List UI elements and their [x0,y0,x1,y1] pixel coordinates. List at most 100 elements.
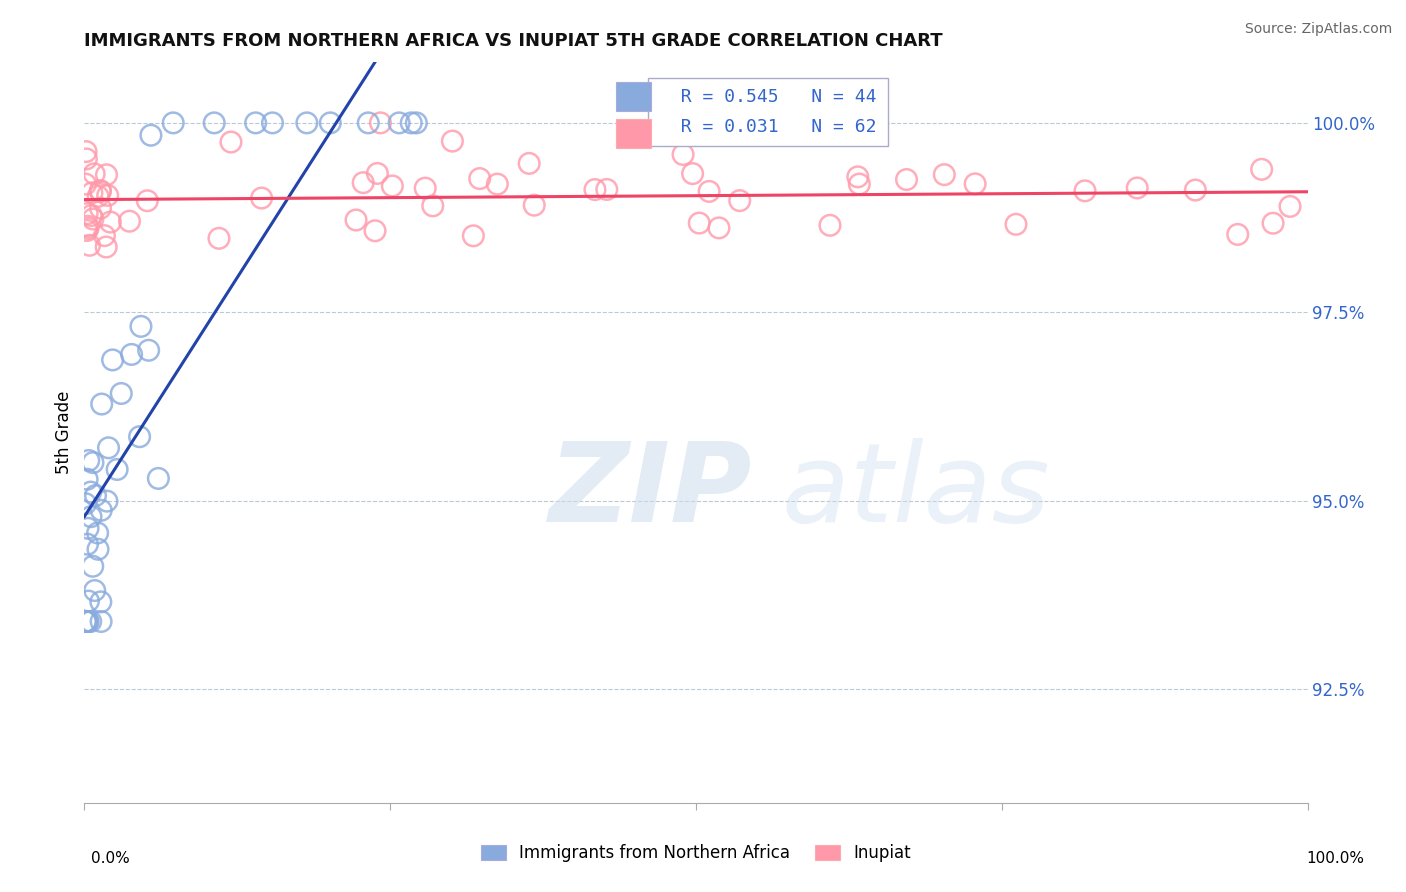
Point [352,176,374,190]
Point [697,185,720,199]
Point [405,116,427,130]
Point [79,238,101,252]
Point [75,152,97,166]
Point [162,116,184,130]
Point [80,615,103,629]
Point [370,116,392,130]
Point [388,116,411,130]
Point [319,116,342,130]
Point [707,220,730,235]
Text: 100.0%: 100.0% [1306,851,1364,865]
Point [965,177,987,191]
Point [468,171,491,186]
Point [596,182,619,196]
Point [1226,227,1249,242]
Point [262,116,284,130]
Bar [616,120,651,147]
Y-axis label: 5th Grade: 5th Grade [55,391,73,475]
Point [118,214,141,228]
Point [381,178,404,193]
Point [87,189,110,203]
Point [82,456,104,470]
Point [357,116,380,130]
Point [422,199,444,213]
Point [344,213,367,227]
Bar [616,82,651,111]
Point [250,191,273,205]
Point [1261,216,1284,230]
Point [75,615,97,629]
Point [96,168,118,182]
Point [219,135,242,149]
Point [583,183,606,197]
Point [1126,181,1149,195]
Point [87,542,110,557]
Point [1250,162,1272,177]
Point [90,503,112,517]
Text: 0.0%: 0.0% [91,851,131,865]
Point [148,471,170,485]
Point [672,147,695,161]
Point [80,186,103,200]
Point [399,116,422,130]
Point [1005,217,1028,231]
Point [80,209,103,223]
Point [76,615,98,629]
Point [413,181,436,195]
Point [121,347,143,361]
Point [97,188,120,202]
Point [83,167,105,181]
Point [1279,199,1302,213]
Point [82,211,104,226]
Point [896,172,918,186]
Point [76,207,98,221]
Point [463,228,485,243]
Point [76,223,98,237]
Point [139,128,162,143]
Text: atlas: atlas [782,438,1050,545]
Point [101,352,124,367]
Point [523,198,546,212]
Point [441,134,464,148]
Point [1184,183,1206,197]
Point [934,168,956,182]
Point [818,219,841,233]
Text: R = 0.545   N = 44
  R = 0.031   N = 62: R = 0.545 N = 44 R = 0.031 N = 62 [659,88,877,136]
Point [110,386,132,401]
Point [77,453,100,467]
Point [89,201,111,215]
Point [688,216,710,230]
Point [96,494,118,508]
Point [90,615,112,629]
Point [75,497,97,511]
Point [517,156,540,170]
Point [76,472,98,486]
Point [105,462,128,476]
Point [98,215,121,229]
Point [90,595,112,609]
Point [208,231,231,245]
Point [846,169,869,184]
Point [295,116,318,130]
Point [77,594,100,608]
Point [80,509,103,524]
Point [136,194,159,208]
Point [83,583,105,598]
Point [79,485,101,500]
Point [77,521,100,535]
Point [129,319,152,334]
Point [848,177,870,191]
Text: Source: ZipAtlas.com: Source: ZipAtlas.com [1244,22,1392,37]
Point [96,240,118,254]
Point [75,145,97,159]
Point [202,116,225,130]
Point [75,177,97,191]
Point [245,116,267,130]
Point [90,397,112,411]
Point [486,177,509,191]
Point [77,221,100,235]
Point [75,615,97,629]
Point [128,430,150,444]
Point [1074,184,1097,198]
Point [682,167,704,181]
